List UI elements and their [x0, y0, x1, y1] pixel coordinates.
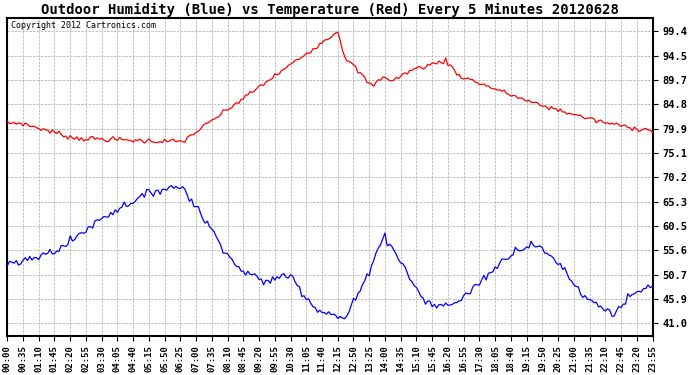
Text: Copyright 2012 Cartronics.com: Copyright 2012 Cartronics.com: [10, 21, 155, 30]
Title: Outdoor Humidity (Blue) vs Temperature (Red) Every 5 Minutes 20120628: Outdoor Humidity (Blue) vs Temperature (…: [41, 3, 619, 17]
